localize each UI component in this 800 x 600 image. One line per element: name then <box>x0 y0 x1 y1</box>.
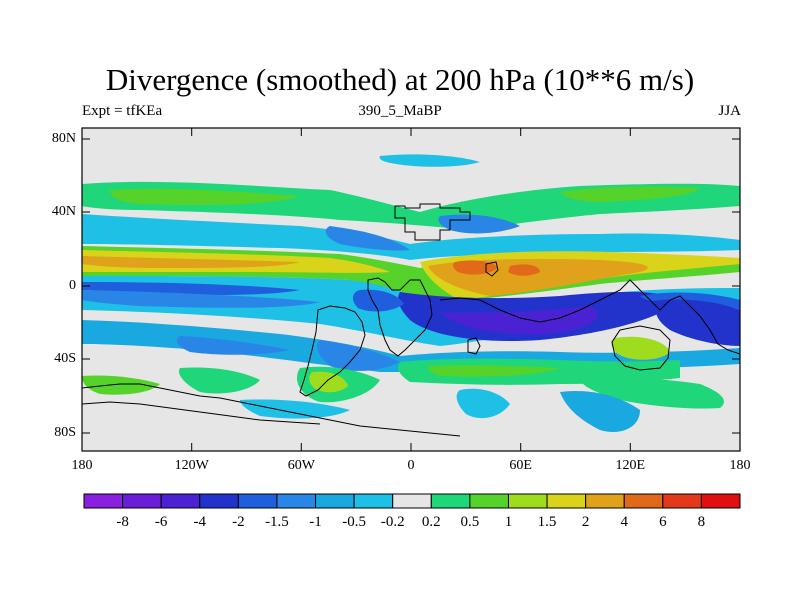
contour-nh-blue-e <box>438 214 520 234</box>
colorbar-swatch <box>430 493 471 509</box>
colorbar-label: -2 <box>232 514 245 530</box>
colorbar-swatch <box>662 493 702 509</box>
colorbar-swatch <box>83 493 124 509</box>
contour-sh-green-far-w <box>178 367 260 394</box>
colorbar-swatch <box>507 493 548 509</box>
colorbar-label: 8 <box>697 514 706 530</box>
contour-sh-blue-w <box>176 336 290 355</box>
lat-ticks <box>82 138 740 434</box>
coastline-madagascar <box>467 337 481 355</box>
coastline-south-america <box>299 305 366 397</box>
contour-nh-cyan-band <box>82 214 740 260</box>
contour-nh-lightgreen <box>110 188 300 206</box>
contour-sh-green-e <box>580 377 724 409</box>
contour-sh-lightgreen-mid <box>428 365 560 377</box>
lon-ticks <box>81 128 741 451</box>
contour-sh-cyan <box>82 320 740 372</box>
colorbar-label: 4 <box>620 514 628 530</box>
contour-sh-deepblue-e <box>655 298 740 346</box>
run-label: 390_5_MaBP <box>358 103 442 119</box>
colorbar-swatch <box>623 493 664 509</box>
colorbar-label: -1.5 <box>265 514 289 530</box>
lat-label-80n: 80N <box>51 131 76 146</box>
lat-label-80s: 80S <box>54 425 76 440</box>
colorbar-swatch <box>469 493 509 509</box>
colorbar <box>83 493 741 509</box>
colorbar-swatch <box>237 493 278 509</box>
contour-sh-yellow-patch <box>611 336 670 360</box>
lon-label-60w: 60W <box>287 458 315 473</box>
contour-eq-blue-2 <box>82 290 320 308</box>
colorbar-label: 1 <box>504 514 513 530</box>
coastline-eurasia <box>394 203 471 241</box>
colorbar-label: -0.5 <box>342 514 366 530</box>
contour-field <box>82 128 740 451</box>
colorbar-swatch <box>546 493 587 509</box>
contour-sh-cyan-far-e <box>560 390 640 432</box>
contour-tropical-red-2 <box>508 264 540 276</box>
colorbar-swatch <box>160 493 201 509</box>
season-label: JJA <box>718 103 741 119</box>
colorbar-swatch <box>122 493 162 509</box>
lon-label-60e: 60E <box>509 458 532 473</box>
contour-sh-blue-mid <box>317 340 400 371</box>
colorbar-label: -4 <box>193 514 207 530</box>
contour-eq-purple <box>440 306 598 335</box>
colorbar-swatch <box>199 493 239 509</box>
coastline-india <box>485 261 499 277</box>
contour-sh-cyan-polar <box>240 399 350 419</box>
map-title: Divergence (smoothed) at 200 hPa (10**6 … <box>105 62 695 97</box>
coastline-australia <box>611 325 671 371</box>
coastline-africa <box>367 277 433 357</box>
colorbar-label: 0.5 <box>460 514 480 530</box>
colorbar-label: 0.2 <box>421 514 441 530</box>
colorbar-swatch <box>276 493 317 509</box>
experiment-label: Expt = tfKEa <box>82 103 163 119</box>
coastline-antarctica <box>82 383 461 437</box>
lon-label-0: 0 <box>407 458 415 473</box>
contour-sh-green-far-w2 <box>82 375 160 395</box>
colorbar-swatch <box>585 493 625 509</box>
colorbar-swatch <box>353 493 394 509</box>
colorbar-label: -8 <box>116 514 129 530</box>
contour-eq-blue-ring <box>352 289 404 312</box>
colorbar-swatch <box>315 493 355 509</box>
contour-nh-cyan-strip <box>379 154 480 167</box>
coastlines <box>82 203 740 437</box>
colorbar-swatch <box>700 493 741 509</box>
coastline-asia-maritime <box>439 279 740 355</box>
lon-label-120e: 120E <box>615 458 646 473</box>
colorbar-label: 2 <box>581 514 590 530</box>
colorbar-label: 6 <box>659 514 667 530</box>
colorbar-label: 1.5 <box>537 514 557 530</box>
contour-nh-blue <box>325 226 410 251</box>
colorbar-label: -1 <box>309 514 322 530</box>
contour-sh-lightgreen-w <box>309 371 348 393</box>
lon-label-180-e: 180 <box>729 458 751 473</box>
lat-label-40n: 40N <box>51 204 76 219</box>
lon-label-180-w: 180 <box>71 458 93 473</box>
contour-tropical-orange-w <box>82 256 300 268</box>
contour-sh-blue-e <box>640 292 740 310</box>
coastline-antarctica-2 <box>82 401 321 425</box>
lat-label-eq: 0 <box>69 278 76 293</box>
colorbar-label: -6 <box>154 514 168 530</box>
colorbar-swatch <box>392 493 432 509</box>
colorbar-label: -0.2 <box>380 514 405 530</box>
contour-nh-lightgreen-e <box>560 186 700 202</box>
contour-sh-cyan-far <box>456 388 510 419</box>
lat-label-40s: 40S <box>54 351 76 366</box>
lon-label-120w: 120W <box>174 458 209 473</box>
